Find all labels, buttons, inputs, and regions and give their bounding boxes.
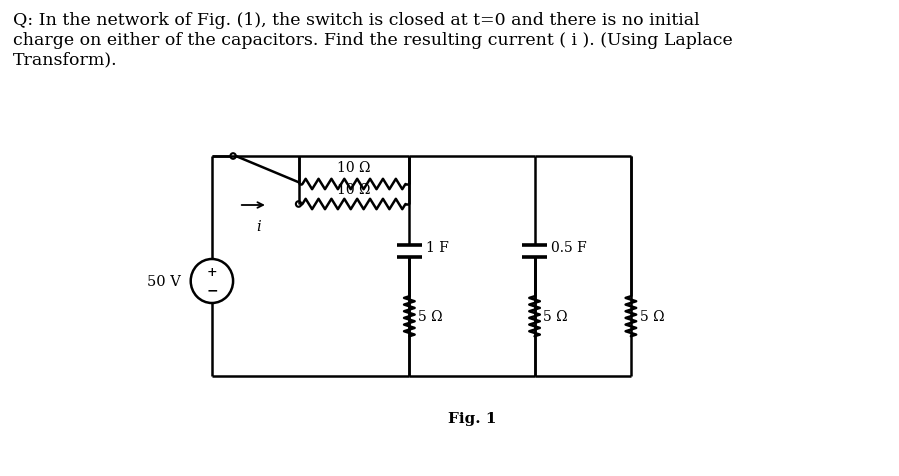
Text: Fig. 1: Fig. 1 [448,411,496,425]
Text: 5 Ω: 5 Ω [543,309,568,324]
Text: −: − [206,282,218,297]
Text: 50 V: 50 V [147,275,181,288]
Text: 5 Ω: 5 Ω [639,309,664,324]
Text: i: i [256,219,261,234]
Text: 0.5 F: 0.5 F [551,240,587,255]
Text: 5 Ω: 5 Ω [418,309,442,324]
Text: 10 Ω: 10 Ω [337,161,370,175]
Text: 10 Ω: 10 Ω [337,183,370,197]
Text: Q: In the network of Fig. (1), the switch is closed at t=0 and there is no initi: Q: In the network of Fig. (1), the switc… [13,12,733,68]
Text: 1 F: 1 F [426,240,449,255]
Text: +: + [207,266,218,279]
